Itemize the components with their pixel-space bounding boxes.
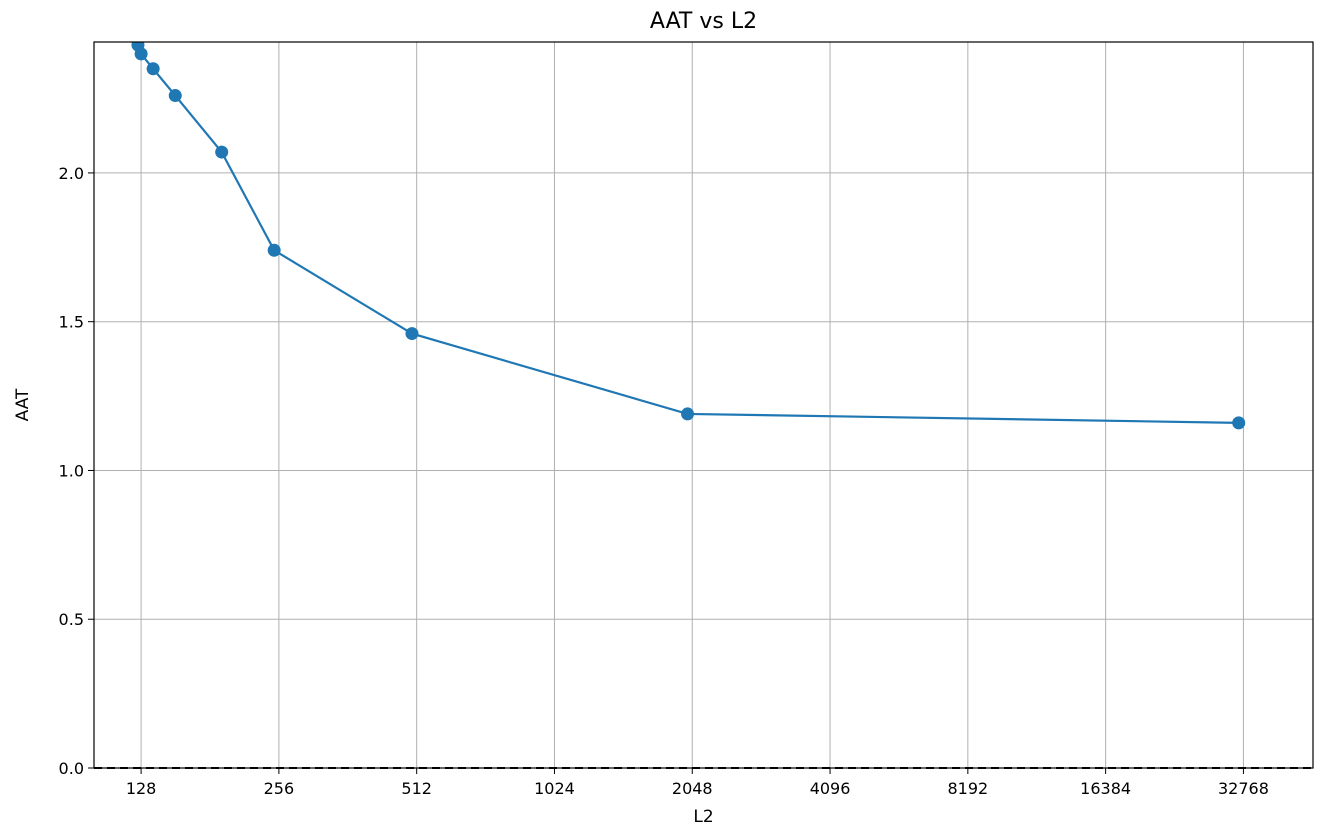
- grid: [94, 42, 1313, 769]
- y-tick-label: 1.5: [59, 313, 84, 332]
- data-point: [168, 89, 182, 103]
- x-axis-title: L2: [693, 807, 713, 824]
- x-tick-label: 2048: [672, 779, 713, 798]
- series-line: [136, 44, 1239, 424]
- data-point: [134, 47, 148, 61]
- data-point: [1232, 416, 1246, 430]
- y-tick-label: 2.0: [59, 164, 84, 183]
- x-tick-label: 32768: [1218, 779, 1269, 798]
- x-tick-label: 8192: [947, 779, 988, 798]
- ticks: 128 256 512 1024 2048 4096 8192 16384 32768 0.0 0.…: [59, 164, 1269, 798]
- y-tick-label: 0.0: [59, 759, 84, 778]
- data-point: [405, 327, 419, 341]
- x-tick-label: 256: [264, 779, 295, 798]
- data-point: [681, 407, 695, 421]
- x-tick-label: 128: [126, 779, 157, 798]
- y-tick-label: 1.0: [59, 461, 84, 480]
- x-tick-label: 4096: [810, 779, 851, 798]
- y-axis-title: AAT: [13, 388, 33, 421]
- x-tick-label: 16384: [1080, 779, 1131, 798]
- x-tick-label: 512: [401, 779, 432, 798]
- plot-frame: [93, 41, 1314, 769]
- y-tick-label: 0.5: [59, 610, 84, 629]
- data-point: [146, 62, 160, 76]
- data-point: [267, 243, 281, 257]
- series-layer: [131, 42, 1246, 430]
- chart-title: AAT vs L2: [650, 9, 757, 34]
- x-tick-label: 1024: [534, 779, 575, 798]
- data-point: [215, 145, 229, 159]
